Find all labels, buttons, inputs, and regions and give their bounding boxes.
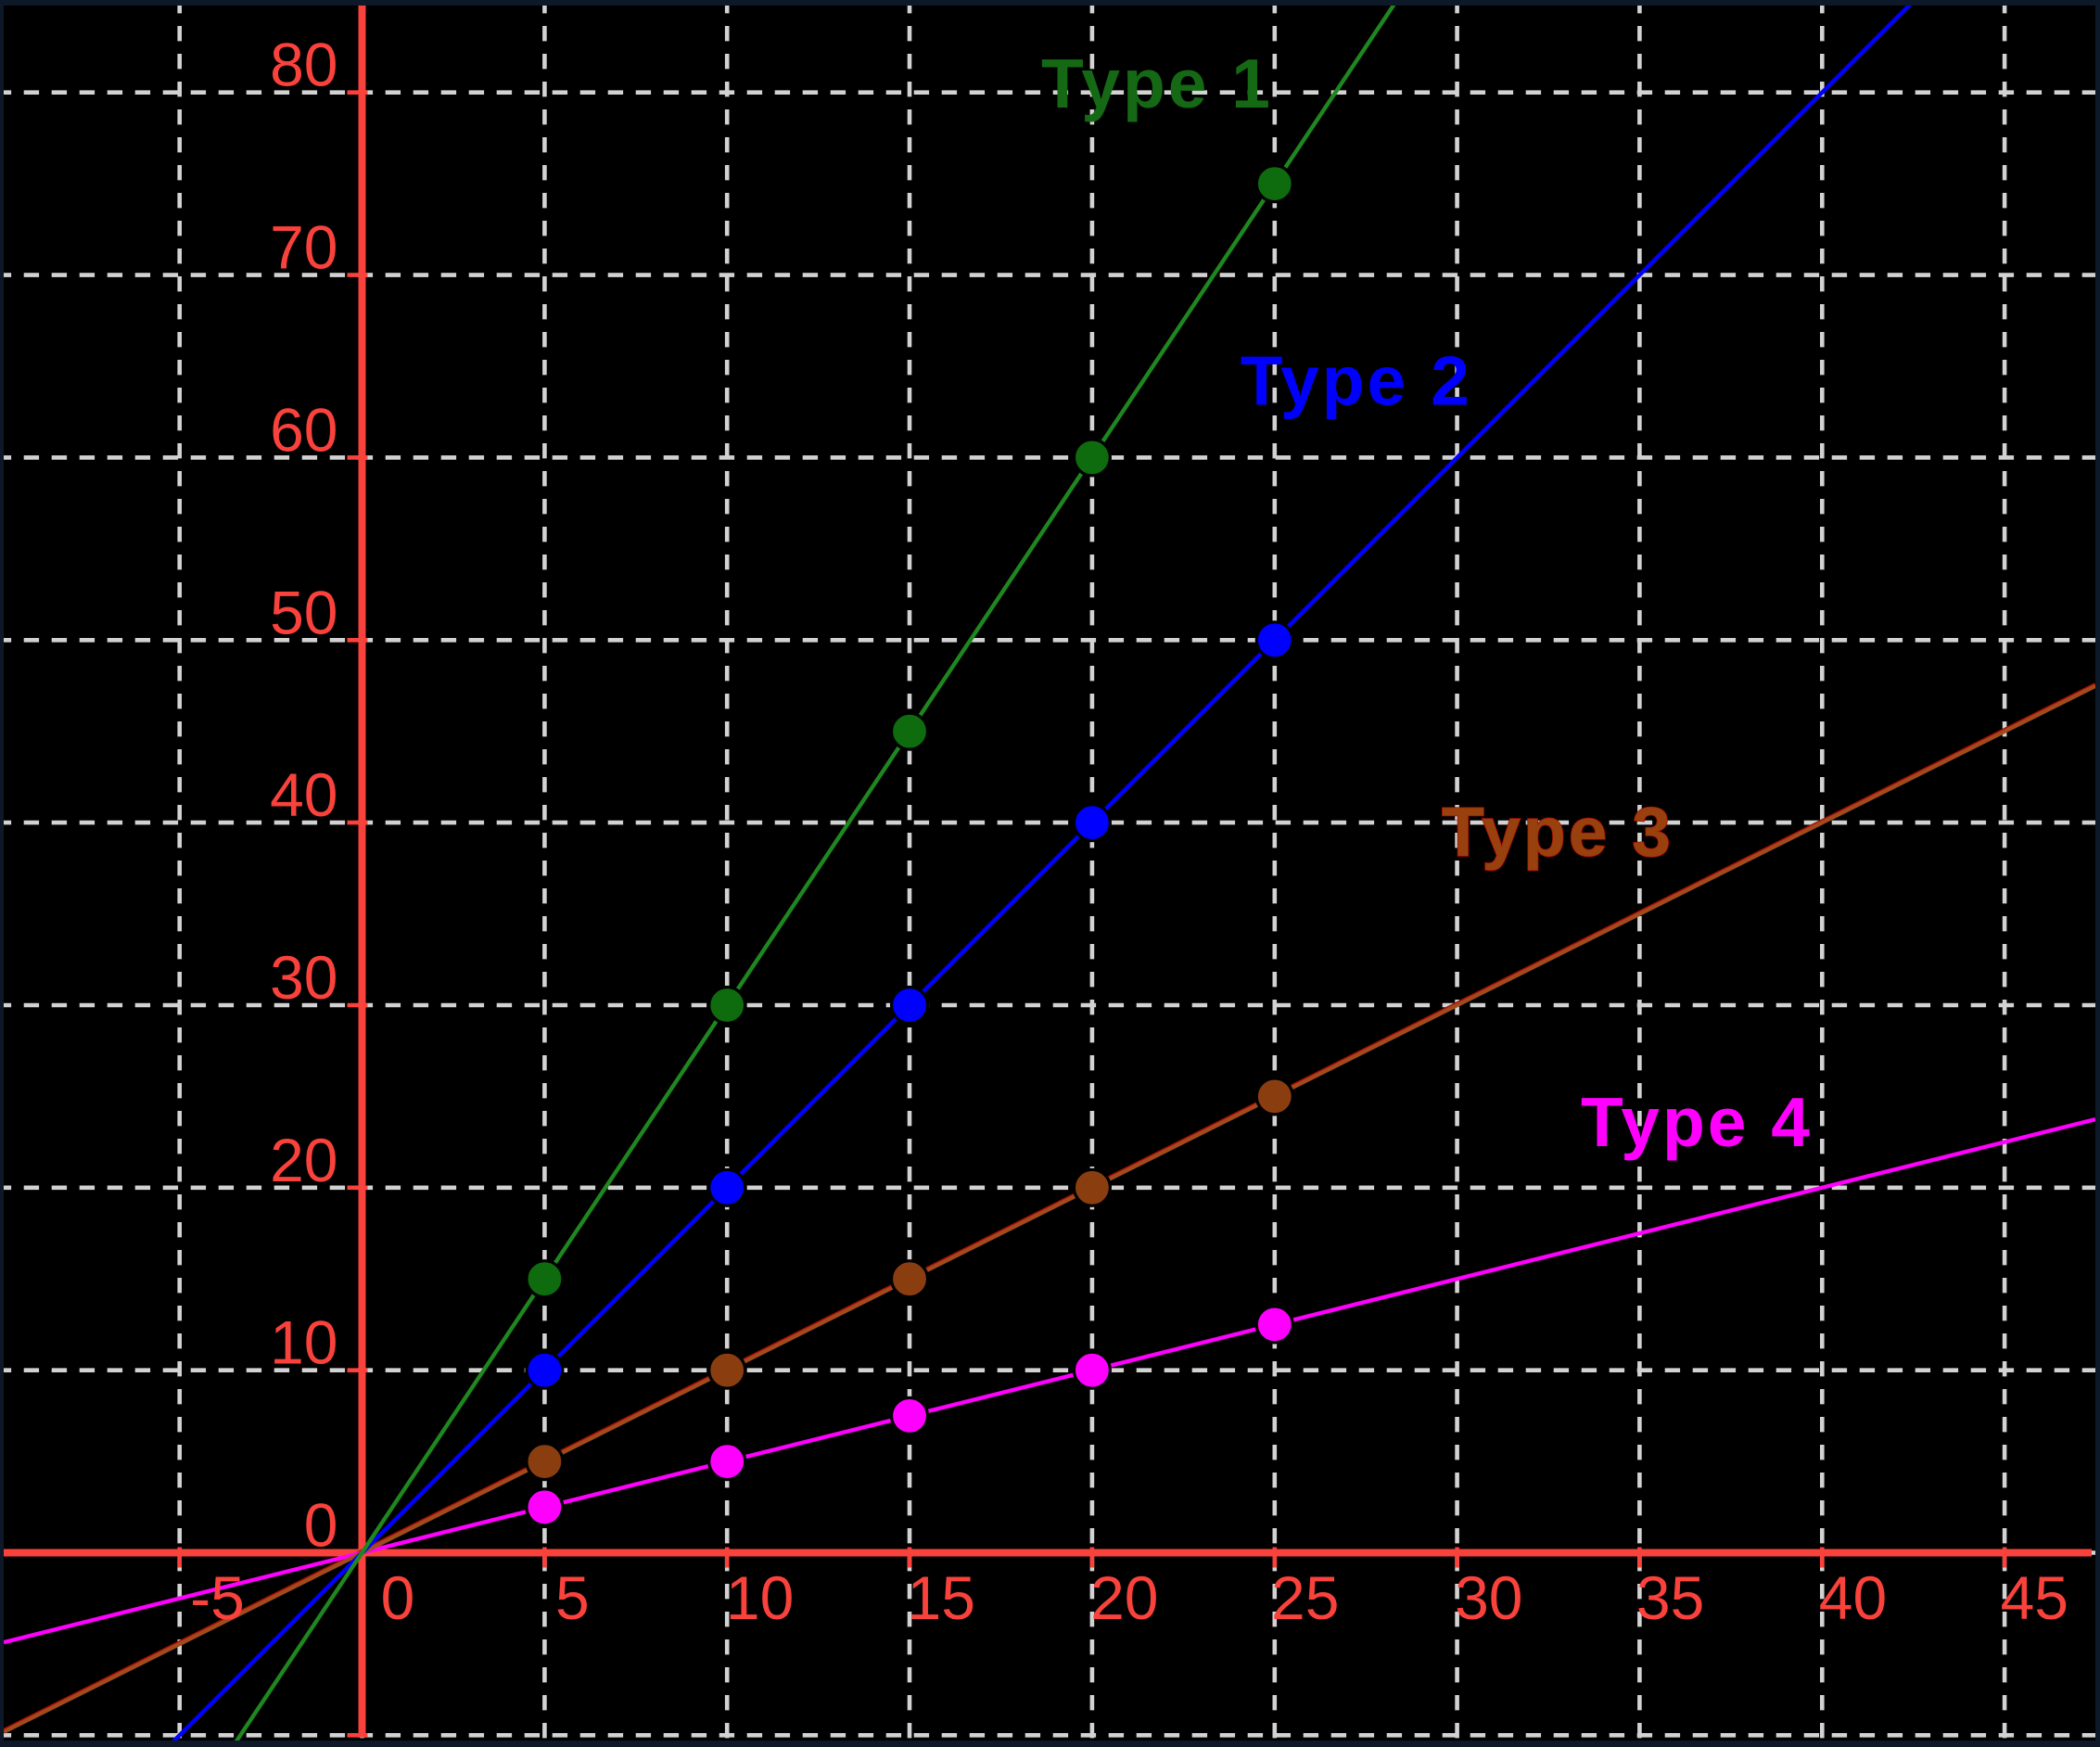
svg-text:80: 80 (270, 31, 337, 99)
svg-text:Type 4: Type 4 (1581, 1083, 1813, 1161)
svg-text:Type 2: Type 2 (1241, 342, 1472, 420)
svg-text:30: 30 (270, 943, 337, 1012)
svg-text:20: 20 (1090, 1563, 1158, 1632)
svg-text:-5: -5 (190, 1563, 245, 1632)
svg-text:10: 10 (270, 1308, 337, 1377)
svg-text:40: 40 (1819, 1563, 1887, 1632)
svg-text:Type 3: Type 3 (1442, 793, 1674, 871)
svg-text:0: 0 (304, 1491, 338, 1560)
svg-text:0: 0 (381, 1563, 415, 1632)
svg-text:50: 50 (270, 578, 337, 646)
svg-text:30: 30 (1455, 1563, 1522, 1632)
svg-text:45: 45 (2001, 1563, 2068, 1632)
svg-text:25: 25 (1271, 1563, 1339, 1632)
svg-text:10: 10 (726, 1563, 794, 1632)
svg-text:15: 15 (907, 1563, 974, 1632)
svg-text:20: 20 (270, 1126, 337, 1194)
svg-text:60: 60 (270, 395, 337, 464)
svg-text:Type 3: Type 3 (1442, 793, 1674, 871)
svg-text:Type 1: Type 1 (1041, 45, 1273, 122)
svg-text:40: 40 (270, 760, 337, 829)
svg-text:5: 5 (555, 1563, 590, 1632)
svg-text:70: 70 (270, 213, 337, 282)
svg-text:35: 35 (1636, 1563, 1704, 1632)
